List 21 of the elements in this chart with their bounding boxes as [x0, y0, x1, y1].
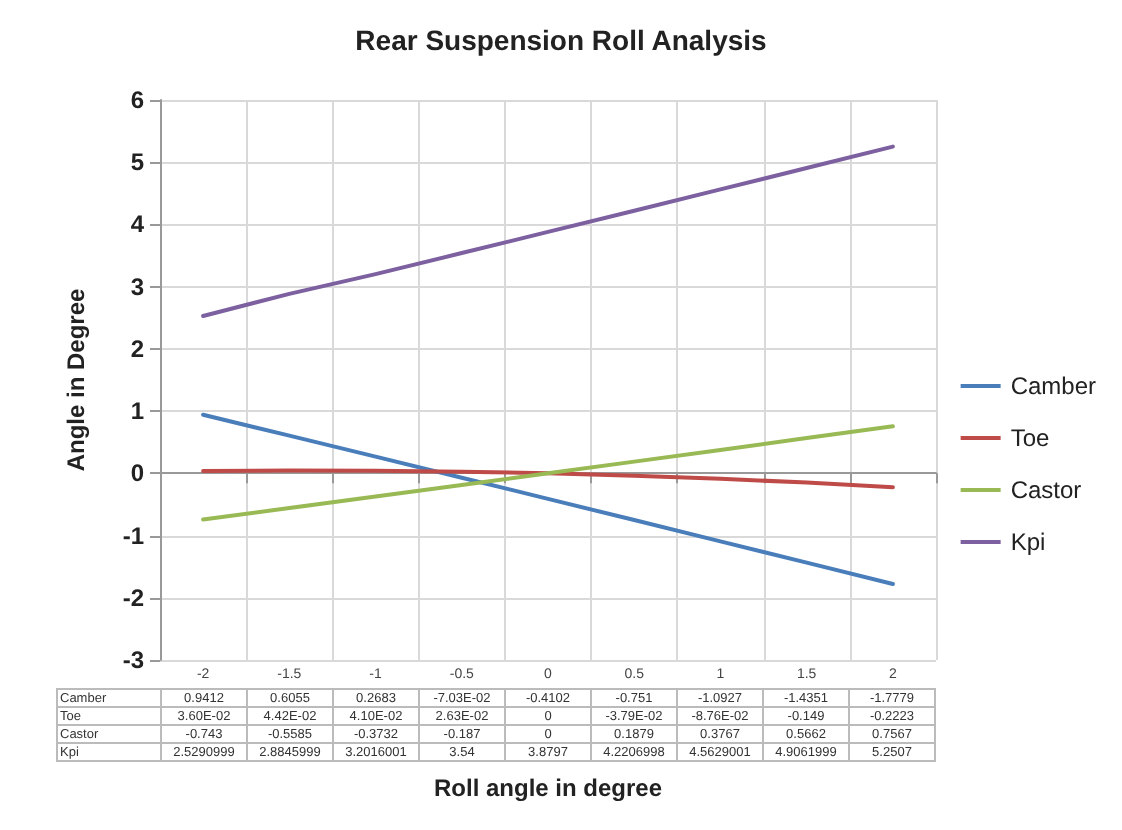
y-tick-label: 2 [130, 334, 145, 363]
legend-label: Camber [1010, 372, 1097, 400]
line-series [201, 424, 895, 522]
y-tick-label: 4 [130, 210, 145, 239]
line-series [201, 468, 895, 490]
legend-label: Toe [1010, 424, 1050, 452]
legend-label: Kpi [1010, 528, 1046, 556]
chart-title: Rear Suspension Roll Analysis [355, 24, 768, 56]
y-tick-label: 0 [130, 459, 145, 488]
y-tick-label: 1 [130, 397, 145, 426]
legend-label: Castor [1010, 476, 1082, 504]
line-series [201, 412, 895, 586]
y-tick-label: -1 [122, 521, 145, 550]
y-tick-label: -3 [122, 646, 145, 674]
y-tick-label: 5 [130, 148, 145, 177]
y-axis-title: Angle in Degree [62, 288, 90, 472]
x-axis-title: Roll angle in degree [433, 774, 663, 802]
y-tick-label: -2 [122, 583, 145, 612]
y-tick-label: 3 [130, 272, 145, 301]
y-tick-label: 6 [130, 86, 145, 114]
line-series [201, 144, 895, 318]
